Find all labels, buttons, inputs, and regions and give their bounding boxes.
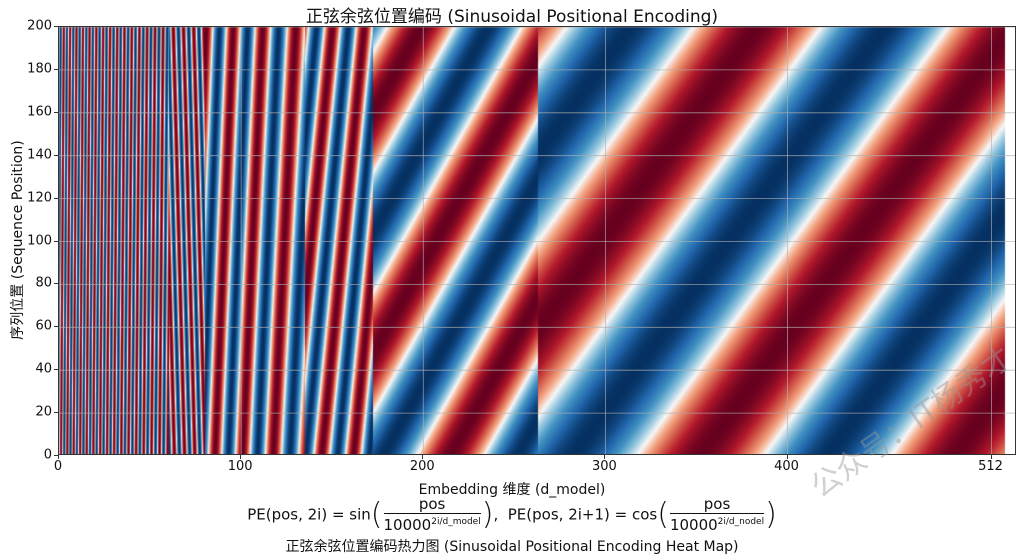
formula-sin-fraction: pos 100002i/d_model	[383, 496, 481, 534]
y-tick-mark	[54, 283, 58, 285]
x-tick-label: 200	[409, 459, 435, 474]
y-tick-mark	[54, 326, 58, 328]
x-tick-label: 300	[591, 459, 617, 474]
y-tick-mark	[54, 455, 58, 456]
x-tick-mark	[604, 455, 606, 459]
formula-cos-numerator: pos	[669, 496, 765, 514]
y-tick-mark	[54, 111, 58, 113]
formula-sin-exponent: 2i/d_model	[431, 517, 481, 527]
formula-sin-base: 10000	[383, 516, 432, 534]
formula: PE(pos, 2i) = sin(pos 100002i/d_model), P…	[0, 496, 1024, 534]
y-tick-mark	[54, 68, 58, 70]
formula-cos-lhs: PE(pos, 2i+1) = cos	[507, 505, 658, 524]
plot-area	[58, 26, 1016, 455]
y-tick-label: 0	[43, 447, 52, 463]
x-axis-label: Embedding 维度 (d_model)	[418, 482, 606, 498]
y-tick-mark	[54, 240, 58, 242]
x-tick-mark	[240, 455, 242, 459]
formula-sin-lhs: PE(pos, 2i) = sin	[247, 505, 371, 524]
y-tick-label: 80	[35, 275, 52, 291]
x-tick-label: 100	[227, 459, 253, 474]
x-tick-mark	[58, 455, 59, 459]
y-tick-label: 200	[27, 18, 52, 34]
y-tick-label: 180	[27, 61, 52, 77]
paren-close: )	[765, 497, 777, 532]
grid-lines	[59, 27, 1015, 454]
x-tick-mark	[990, 455, 992, 459]
y-tick-mark	[54, 197, 58, 199]
y-tick-label: 160	[27, 104, 52, 120]
y-tick-label: 40	[35, 361, 52, 377]
y-tick-label: 120	[27, 190, 52, 206]
paren-close: )	[481, 497, 494, 532]
y-tick-label: 20	[35, 404, 52, 420]
y-tick-label: 140	[27, 147, 52, 163]
x-tick-label: 400	[774, 459, 799, 474]
formula-cos-fraction: pos 100002i/d_nodel	[669, 496, 765, 534]
x-tick-label: 0	[53, 459, 63, 474]
x-tick-mark	[422, 455, 424, 459]
chart-title: 正弦余弦位置编码 (Sinusoidal Positional Encoding…	[305, 7, 719, 27]
paren-open: (	[370, 497, 383, 532]
formula-sin-numerator: pos	[383, 496, 481, 514]
y-tick-mark	[54, 369, 58, 371]
chart-subtitle: 正弦余弦位置编码热力图 (Sinusoidal Positional Encod…	[285, 539, 739, 555]
formula-separator: ,	[493, 505, 499, 524]
y-tick-label: 100	[27, 233, 52, 248]
formula-cos-exponent: 2i/d_nodel	[717, 517, 765, 527]
x-tick-label: 512	[978, 459, 1003, 474]
y-axis-label: 序列位置 (Sequence Position)	[10, 140, 26, 340]
y-tick-mark	[54, 412, 58, 414]
y-tick-mark	[54, 154, 58, 156]
y-tick-mark	[54, 26, 58, 27]
y-tick-label: 60	[35, 318, 52, 334]
heatmap-image	[59, 27, 1015, 454]
paren-open: (	[657, 497, 669, 532]
formula-cos-base: 10000	[669, 516, 718, 534]
x-tick-mark	[786, 455, 788, 459]
